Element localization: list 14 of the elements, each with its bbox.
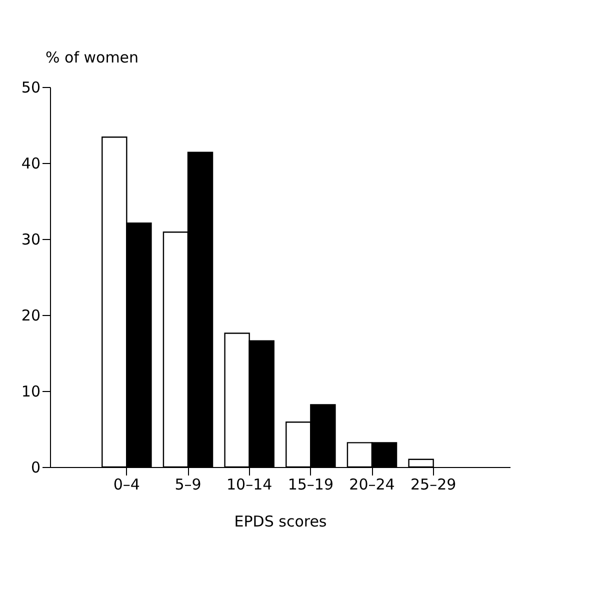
x-axis-title: EPDS scores <box>234 512 327 530</box>
x-tick-label: 0–4 <box>113 476 140 494</box>
y-tick-label: 40 <box>21 154 40 172</box>
x-tick-label: 25–29 <box>410 476 456 494</box>
y-tick-label: 50 <box>21 78 40 96</box>
y-tick-label: 10 <box>21 382 40 400</box>
x-tick-label: 5–9 <box>174 476 202 494</box>
x-tick-label: 15–19 <box>288 476 334 494</box>
y-tick-label: 30 <box>21 230 40 248</box>
y-axis-title: % of women <box>46 48 139 66</box>
y-tick-label: 20 <box>21 306 40 324</box>
y-tick-label: 0 <box>30 458 40 476</box>
x-tick-label: 20–24 <box>349 476 395 494</box>
x-tick-label: 10–14 <box>226 476 272 494</box>
